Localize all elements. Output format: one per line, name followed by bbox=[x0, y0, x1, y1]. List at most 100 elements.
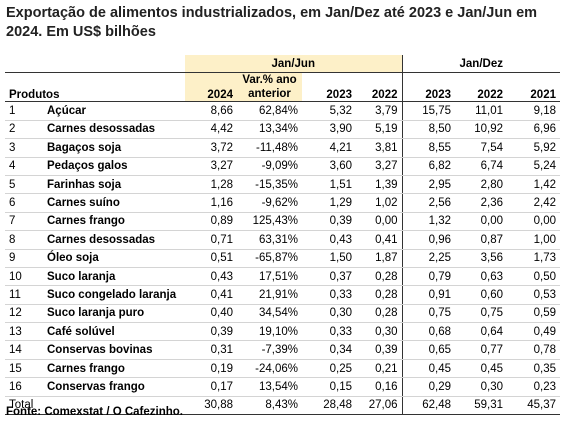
value-cell: 2,56 bbox=[401, 193, 455, 213]
value-cell: 8,50 bbox=[401, 120, 455, 140]
value-cell: 0,39 bbox=[302, 212, 356, 232]
product: Conservas frango bbox=[43, 377, 185, 397]
value-cell: 0,43 bbox=[185, 267, 237, 287]
value-cell: 0,60 bbox=[455, 285, 507, 305]
value-cell: 2,80 bbox=[455, 175, 507, 195]
value-cell: -11,48% bbox=[237, 138, 302, 158]
rank: 13 bbox=[5, 322, 43, 342]
value-cell: 0,19 bbox=[185, 359, 237, 379]
value-cell: 1,73 bbox=[507, 249, 560, 268]
value-cell: -9,62% bbox=[237, 193, 302, 213]
value-cell: 0,59 bbox=[507, 304, 560, 324]
rank: 9 bbox=[5, 249, 43, 268]
total-row: Total 30,88 8,43% 28,48 27,06 62,48 59,31 45,37 bbox=[5, 396, 560, 416]
data-row: 9 Óleo soja 0,51 -65,87% 1,50 1,87 2,25 3,56 1,7… bbox=[5, 249, 560, 268]
data-row: 8 Carnes desossadas 0,71 63,31% 0,43 0,41 0,96… bbox=[5, 230, 560, 250]
title: Exportação de alimentos industrializados… bbox=[6, 5, 538, 40]
value-cell: 0,45 bbox=[401, 359, 455, 379]
value-cell: 5,32 bbox=[302, 101, 356, 121]
product: Suco laranja puro bbox=[43, 304, 185, 324]
value-cell: 3,56 bbox=[455, 249, 507, 268]
data-row: 10 Suco laranja 0,43 17,51% 0,37 0,28 0,79 0,63… bbox=[5, 267, 560, 287]
total-value: 8,43% bbox=[237, 396, 302, 416]
value-cell: 0,41 bbox=[185, 285, 237, 305]
data-row: 3 Bagaços soja 3,72 -11,48% 4,21 3,81 8,55 7,54… bbox=[5, 138, 560, 158]
value-cell: 0,00 bbox=[356, 212, 402, 232]
value-cell: 6,74 bbox=[455, 157, 507, 176]
value-cell: 0,79 bbox=[401, 267, 455, 287]
header-row: Produtos 2024 Var.% ano anterior 2023 2022 20… bbox=[5, 72, 560, 103]
value-cell: 1,28 bbox=[185, 175, 237, 195]
rank: 7 bbox=[5, 212, 43, 232]
rank: 4 bbox=[5, 157, 43, 176]
value-cell: 125,43% bbox=[237, 212, 302, 232]
column-header: 2024 bbox=[185, 72, 237, 103]
value-cell: 7,54 bbox=[455, 138, 507, 158]
rank: 1 bbox=[5, 101, 43, 121]
rank: 3 bbox=[5, 138, 43, 158]
value-cell: 8,66 bbox=[185, 101, 237, 121]
value-cell: 0,77 bbox=[455, 340, 507, 360]
value-cell: 0,63 bbox=[455, 267, 507, 287]
value-cell: 13,34% bbox=[237, 120, 302, 140]
product: Farinhas soja bbox=[43, 175, 185, 195]
value-cell: 0,35 bbox=[507, 359, 560, 379]
value-cell: 4,21 bbox=[302, 138, 356, 158]
value-cell: 0,41 bbox=[356, 230, 402, 250]
value-cell: -24,06% bbox=[237, 359, 302, 379]
data-row: 1 Açúcar 8,66 62,84% 5,32 3,79 15,75 11,01 9,18 bbox=[5, 101, 560, 121]
value-cell: 0,00 bbox=[455, 212, 507, 232]
data-row: 11 Suco congelado laranja 0,41 21,91% 0,33 0,… bbox=[5, 285, 560, 305]
value-cell: 6,96 bbox=[507, 120, 560, 140]
value-cell: 5,92 bbox=[507, 138, 560, 158]
value-cell: 3,60 bbox=[302, 157, 356, 176]
total-value: 62,48 bbox=[401, 396, 455, 416]
data-row: 13 Café solúvel 0,39 19,10% 0,33 0,30 0,68 0,64… bbox=[5, 322, 560, 342]
data-row: 16 Conservas frango 0,17 13,54% 0,15 0,16 0,29… bbox=[5, 377, 560, 397]
value-cell: 0,34 bbox=[302, 340, 356, 360]
total-value: 45,37 bbox=[507, 396, 560, 416]
value-cell: 0,31 bbox=[185, 340, 237, 360]
value-cell: 0,75 bbox=[401, 304, 455, 324]
value-cell: 34,54% bbox=[237, 304, 302, 324]
value-cell: 9,18 bbox=[507, 101, 560, 121]
data-row: 2 Carnes desossadas 4,42 13,34% 3,90 5,19 8,50… bbox=[5, 120, 560, 140]
value-cell: 1,42 bbox=[507, 175, 560, 195]
data-row: 12 Suco laranja puro 0,40 34,54% 0,30 0,28 0,7… bbox=[5, 304, 560, 324]
value-cell: 6,82 bbox=[401, 157, 455, 176]
value-cell: 0,30 bbox=[455, 377, 507, 397]
value-cell: 1,87 bbox=[356, 249, 402, 268]
value-cell: 0,39 bbox=[356, 340, 402, 360]
value-cell: 2,42 bbox=[507, 193, 560, 213]
rank: 2 bbox=[5, 120, 43, 140]
value-cell: -9,09% bbox=[237, 157, 302, 176]
product: Suco laranja bbox=[43, 267, 185, 287]
value-cell: 0,75 bbox=[455, 304, 507, 324]
value-cell: 0,28 bbox=[356, 285, 402, 305]
value-cell: 17,51% bbox=[237, 267, 302, 287]
group-header: Jan/Dez bbox=[401, 55, 560, 74]
total-label: Total bbox=[5, 396, 185, 416]
value-cell: 3,79 bbox=[356, 101, 402, 121]
value-cell: 0,78 bbox=[507, 340, 560, 360]
data-row: 14 Conservas bovinas 0,31 -7,39% 0,34 0,39 0,6… bbox=[5, 340, 560, 360]
value-cell: 3,27 bbox=[185, 157, 237, 176]
value-cell: 0,25 bbox=[302, 359, 356, 379]
value-cell: 0,65 bbox=[401, 340, 455, 360]
data-row: 7 Carnes frango 0,89 125,43% 0,39 0,00 1,32 0,0… bbox=[5, 212, 560, 232]
value-cell: 0,00 bbox=[507, 212, 560, 232]
product: Café solúvel bbox=[43, 322, 185, 342]
value-cell: 5,24 bbox=[507, 157, 560, 176]
column-header: 2023 bbox=[302, 72, 356, 103]
value-cell: 1,02 bbox=[356, 193, 402, 213]
column-header: Var.% ano anterior bbox=[237, 72, 302, 103]
value-cell: 0,64 bbox=[455, 322, 507, 342]
value-cell: 0,23 bbox=[507, 377, 560, 397]
value-cell: -7,39% bbox=[237, 340, 302, 360]
rank: 10 bbox=[5, 267, 43, 287]
product: Carnes desossadas bbox=[43, 120, 185, 140]
value-cell: 0,30 bbox=[302, 304, 356, 324]
value-cell: 62,84% bbox=[237, 101, 302, 121]
value-cell: 0,15 bbox=[302, 377, 356, 397]
blank bbox=[5, 55, 185, 74]
